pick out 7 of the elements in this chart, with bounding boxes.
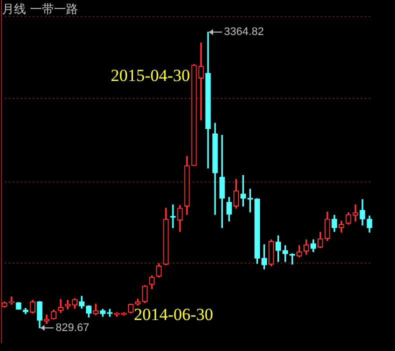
candlestick xyxy=(198,42,204,120)
text: 2015-04-30 xyxy=(110,66,190,85)
text: 829.67 xyxy=(56,322,90,334)
text: 3364.82 xyxy=(224,26,264,38)
chart-title: 月线 一带一路 xyxy=(2,1,78,18)
text: 2014-06-30 xyxy=(134,304,214,324)
candlestick xyxy=(352,204,358,222)
